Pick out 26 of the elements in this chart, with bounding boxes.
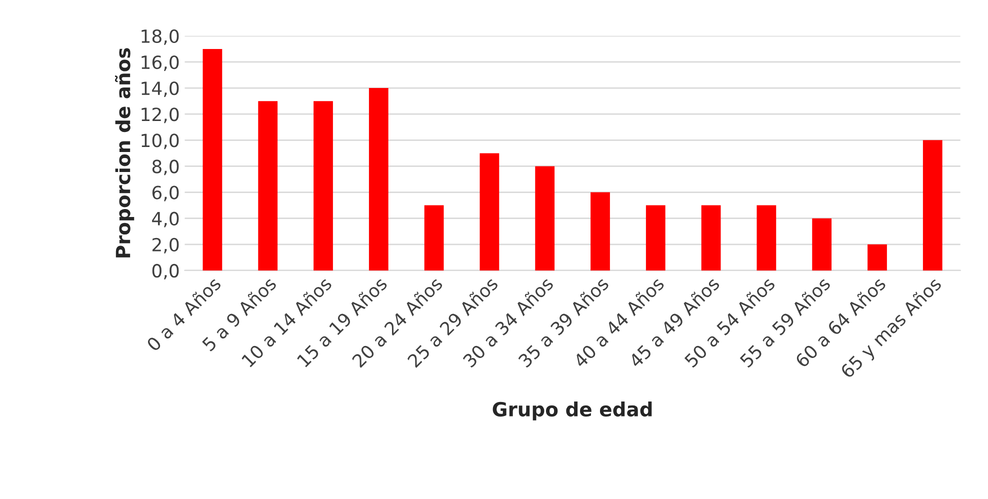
bar bbox=[812, 218, 832, 270]
bar bbox=[535, 166, 555, 270]
bar bbox=[258, 101, 278, 270]
y-tick-label: 10,0 bbox=[142, 134, 179, 150]
y-tick-label: 8,0 bbox=[152, 160, 179, 176]
bar bbox=[424, 205, 444, 270]
y-tick-label: 4,0 bbox=[152, 212, 179, 228]
bar bbox=[868, 244, 887, 270]
y-tick-label: 18,0 bbox=[142, 29, 179, 45]
y-tick-label: 14,0 bbox=[142, 82, 179, 98]
x-axis-title: Grupo de edad bbox=[492, 402, 652, 420]
bar bbox=[480, 153, 500, 270]
bar bbox=[756, 205, 776, 270]
y-tick-label: 16,0 bbox=[142, 55, 179, 71]
y-tick-label: 0,0 bbox=[152, 264, 179, 280]
bar bbox=[590, 192, 610, 270]
y-tick-label: 2,0 bbox=[152, 238, 179, 254]
bar bbox=[314, 101, 333, 270]
bar bbox=[646, 205, 666, 270]
bar bbox=[922, 140, 942, 270]
y-axis-title: Proporcion de años bbox=[114, 48, 134, 258]
bar bbox=[368, 88, 388, 270]
bar bbox=[202, 48, 222, 270]
bar bbox=[701, 205, 721, 270]
y-tick-label: 12,0 bbox=[142, 108, 179, 124]
y-tick-label: 6,0 bbox=[152, 186, 179, 202]
